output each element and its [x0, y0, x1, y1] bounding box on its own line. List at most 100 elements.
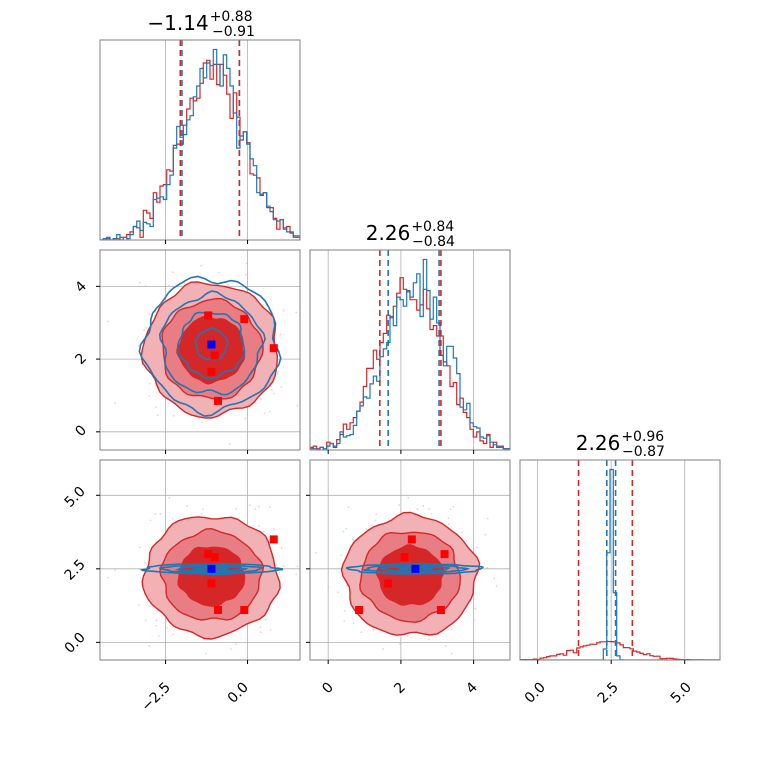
- sample-point: [327, 586, 330, 588]
- contour-blue-2-0-3: [192, 566, 230, 571]
- sample-point: [427, 638, 430, 641]
- sample-point: [271, 389, 273, 391]
- contour-blue-2-0-1: [159, 564, 264, 574]
- sample-point: [280, 547, 283, 549]
- sample-point: [228, 443, 231, 446]
- sample-point: [279, 333, 282, 336]
- sample-point: [282, 565, 285, 567]
- sample-point: [259, 631, 262, 634]
- sample-point: [345, 527, 348, 530]
- marker-red-1-0-5: [269, 344, 278, 353]
- x-tick-label-p0-1: 0.0: [225, 680, 252, 707]
- sample-point: [159, 513, 162, 515]
- sample-point: [155, 619, 158, 622]
- title-p2-upper: +0.96: [621, 429, 664, 445]
- sample-point: [461, 531, 463, 534]
- marker-red-2-1-0: [440, 550, 449, 559]
- marker-red-2-1-3: [355, 606, 364, 614]
- sample-point: [235, 643, 238, 646]
- sample-point: [282, 309, 285, 312]
- sample-point: [200, 512, 203, 515]
- hist-blue-p2: [520, 468, 720, 660]
- sample-point: [263, 412, 266, 415]
- x-tick-label-p2-1: 2.5: [595, 680, 622, 707]
- y-tick-label-p1-0: 0: [72, 422, 90, 440]
- sample-point: [268, 506, 271, 509]
- contour-blue-2-0-0: [139, 562, 284, 576]
- sample-point: [370, 524, 373, 527]
- sample-point: [138, 281, 141, 284]
- sample-point: [452, 505, 455, 508]
- sample-point: [365, 528, 368, 531]
- marker-red-1-0-4: [240, 315, 249, 324]
- sample-point: [154, 405, 157, 408]
- title-p1-lower: −0.84: [412, 234, 455, 250]
- sample-point: [149, 519, 152, 522]
- hist-blue-p1: [310, 258, 510, 450]
- contour-blue-2-1-3: [398, 566, 434, 571]
- sample-point: [148, 313, 151, 316]
- sample-point: [430, 512, 433, 515]
- sample-point: [374, 519, 377, 522]
- sample-point: [149, 605, 151, 608]
- marker-red-1-0-1: [210, 351, 219, 360]
- sample-point: [200, 264, 203, 267]
- sample-point: [398, 504, 401, 507]
- sample-point: [259, 397, 262, 400]
- sample-point: [340, 554, 343, 557]
- panel-titles: −1.14+0.88 −0.91 2.26+0.84 −0.84 2.26+0.…: [147, 9, 665, 460]
- sample-point: [447, 517, 450, 519]
- panel-2-2: [519, 459, 721, 664]
- sample-point: [227, 283, 230, 286]
- marker-red-2-0-3: [214, 606, 223, 614]
- sample-point: [259, 626, 262, 629]
- marker-red-2-0-1: [210, 553, 219, 562]
- title-p2-value: 2.26: [576, 431, 621, 455]
- sample-point: [138, 546, 141, 549]
- sample-point: [314, 551, 317, 554]
- sample-point: [144, 561, 146, 564]
- panel-2-1: [306, 459, 529, 664]
- x-tick-label-p1-0: 0: [319, 680, 337, 698]
- sample-point: [137, 344, 140, 347]
- sample-point: [360, 631, 363, 634]
- sample-point: [406, 634, 409, 637]
- sample-point: [262, 530, 265, 533]
- sample-point: [337, 591, 339, 593]
- sample-point: [143, 329, 146, 332]
- contour-red-2-0-2: [177, 546, 246, 607]
- contour-blue-1-0-3: [194, 327, 229, 361]
- marker-red-1-0-2: [207, 367, 216, 376]
- contour-blue-2-1-2: [378, 565, 451, 573]
- sample-point: [155, 624, 158, 627]
- sample-point: [527, 519, 529, 521]
- panel-frame-2-2: [519, 459, 721, 661]
- sample-point: [171, 271, 174, 274]
- sample-point: [484, 533, 487, 536]
- marker-red-2-0-5: [269, 535, 278, 544]
- sample-point: [114, 401, 117, 404]
- sample-point: [372, 629, 375, 631]
- sample-point: [449, 508, 452, 511]
- sample-point: [144, 619, 147, 622]
- sample-point: [196, 430, 199, 433]
- marker-blue-2-1-0: [411, 564, 420, 573]
- contour-blue-1-0-1: [158, 290, 266, 396]
- sample-point: [172, 633, 175, 636]
- title-p0: −1.14+0.88: [147, 9, 252, 35]
- y-tick-label-p2-2: 5.0: [62, 484, 89, 511]
- sample-point: [280, 386, 283, 388]
- sample-point: [202, 508, 204, 511]
- marker-red-2-0-2: [207, 579, 216, 588]
- marker-red-2-0-4: [240, 606, 249, 614]
- sample-point: [229, 648, 232, 650]
- marker-blue-2-0-0: [207, 564, 216, 573]
- x-tick-label-p2-0: 0.0: [522, 680, 549, 707]
- marker-red-2-1-1: [400, 553, 409, 562]
- sample-point: [244, 273, 247, 276]
- title-p2: 2.26+0.96: [576, 429, 665, 455]
- sample-point: [447, 523, 450, 526]
- sample-point: [495, 585, 498, 588]
- contour-red-2-1-2: [375, 544, 445, 606]
